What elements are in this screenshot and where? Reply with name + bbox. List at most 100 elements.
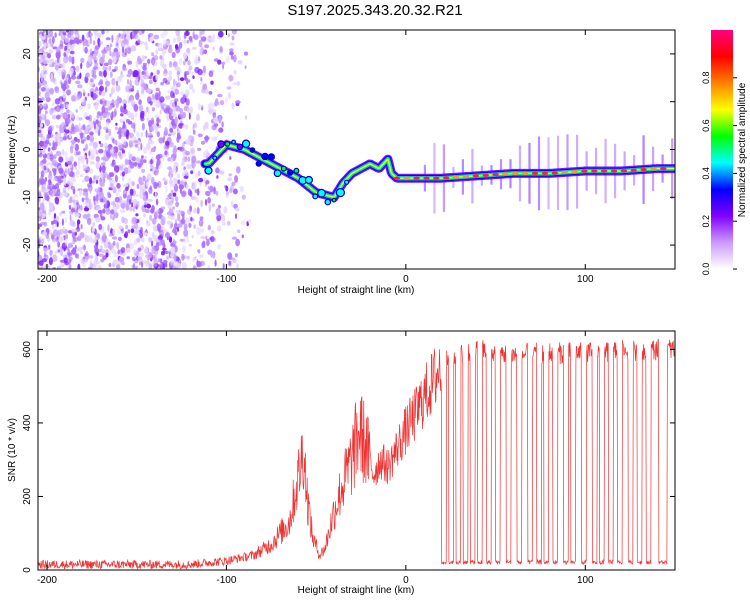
spectrogram-noise-blob (74, 235, 77, 243)
spectrogram-noise-blob (202, 124, 206, 131)
spectrogram-noise-blob (168, 236, 173, 243)
spectrogram-noise-blob (102, 53, 105, 60)
spectrogram-noise-blob (74, 213, 80, 217)
spectrogram-noise-blob (114, 165, 120, 173)
spectrogram-noise-blob (118, 33, 121, 38)
spectrogram-noise-blob (135, 42, 139, 46)
spectrogram-noise-blob (40, 74, 44, 82)
spectrogram-noise-blob (95, 150, 99, 155)
spectrogram-noise-blob (89, 186, 92, 195)
spectrogram-noise-blob (70, 208, 76, 213)
spectrogram-noise-blob (167, 157, 172, 162)
spectrogram-noise-blob (193, 207, 197, 214)
spectrogram-noise-blob (143, 155, 148, 160)
spectrogram-noise-blob (97, 32, 102, 39)
spectrogram-noise-blob (84, 253, 89, 257)
spectrogram-noise-blob (114, 174, 118, 183)
spectrogram-noise-blob (172, 92, 175, 99)
spectrogram-noise-blob (168, 200, 174, 206)
spectrogram-noise-blob (97, 248, 102, 253)
spectrogram-peak (502, 172, 509, 176)
spectrogram-noise-blob (82, 124, 86, 131)
spectrogram-noise-blob (116, 182, 121, 189)
spectrogram-noise-blob (55, 106, 60, 113)
spectrogram-noise-blob (76, 222, 80, 230)
spectrogram-noise-blob (114, 108, 117, 116)
x-tick-label: -200 (37, 274, 57, 285)
spectrogram-noise-blob (111, 69, 117, 72)
spectrogram-noise-blob (114, 152, 118, 157)
spectrogram-noise-blob (185, 30, 189, 36)
spectrogram-noise-blob (108, 262, 112, 268)
spectrogram-noise-blob (76, 40, 80, 45)
spectrogram-noise-blob (49, 128, 52, 134)
spectrogram-noise-blob (179, 77, 185, 82)
spectrogram-peak (551, 171, 558, 175)
spectrogram-noise-blob (112, 259, 118, 265)
spectrogram-noise-blob (129, 188, 134, 196)
spectrogram-noise-blob (118, 225, 123, 230)
spectrogram-ridge-blob (261, 152, 269, 161)
spectrogram-noise-blob (148, 120, 153, 128)
spectrogram-ridge-blob (286, 169, 294, 176)
spectrogram-noise-blob (236, 81, 241, 86)
spectrogram-noise-blob (163, 70, 167, 74)
spectrogram-noise-blob (149, 214, 153, 222)
spectrogram-peak (591, 169, 598, 173)
spectrogram-noise-blob (173, 145, 177, 150)
spectrogram-noise-blob (64, 50, 70, 54)
spectrogram-noise-blob (188, 86, 193, 90)
spectrogram-peak (640, 167, 647, 172)
spectrogram-noise-blob (77, 84, 83, 89)
spectrogram-noise-blob (122, 139, 126, 146)
spectrogram-noise-blob (191, 136, 195, 143)
spectrogram-noise-blob (89, 260, 93, 268)
spectrogram-noise-blob (180, 218, 186, 225)
spectrogram-noise-blob (67, 113, 71, 120)
spectrogram-noise-blob (87, 39, 91, 46)
spectrogram-noise-blob (145, 254, 151, 258)
spectrogram-noise-blob (90, 154, 95, 159)
spectrogram-noise-blob (213, 33, 216, 39)
spectrogram-noise-blob (212, 46, 215, 51)
spectrogram-noise-blob (166, 236, 169, 241)
spectrogram-noise-blob (217, 244, 222, 250)
spectrogram-noise-blob (117, 230, 122, 234)
spectrogram-noise-blob (63, 132, 68, 141)
spectrogram-noise-blob (103, 241, 109, 249)
spectrogram-noise-blob (44, 140, 50, 145)
spectrogram-noise-blob (172, 78, 176, 87)
spectrogram-noise-blob (64, 45, 68, 52)
spectrogram-noise-blob (98, 253, 105, 257)
spectrogram-noise-blob (60, 112, 66, 118)
spectrogram-noise-blob (239, 185, 244, 193)
spectrogram-noise-blob (120, 74, 125, 78)
spectrogram-noise-blob (200, 140, 206, 145)
spectrogram-noise-blob (134, 198, 137, 203)
spectrogram-noise-blob (58, 179, 64, 184)
spectrogram-ridge-blob (204, 166, 213, 175)
spectrogram-noise-blob (83, 147, 86, 152)
spectrogram-noise-blob (39, 222, 46, 226)
spectrogram-noise-blob (75, 80, 81, 85)
spectrogram-noise-blob (224, 97, 228, 104)
spectrogram-noise-blob (176, 70, 181, 75)
spectrogram-noise-blob (123, 103, 127, 110)
spectrogram-noise-blob (102, 173, 106, 180)
spectrogram-noise-blob (81, 157, 85, 165)
spectrogram-noise-blob (140, 112, 145, 119)
spectrogram-noise-blob (170, 259, 176, 266)
spectrogram-noise-blob (105, 37, 111, 41)
spectrogram-noise-blob (78, 164, 81, 170)
spectrogram-ridge-blob (217, 140, 225, 148)
spectrogram-noise-blob (231, 102, 235, 110)
spectrogram-noise-blob (190, 184, 196, 189)
spectrogram-noise-blob (183, 175, 189, 179)
spectrogram-noise-blob (40, 87, 46, 92)
spectrogram-noise-blob (174, 66, 180, 72)
spectrogram-peak (541, 171, 549, 175)
spectrogram-noise-blob (81, 197, 85, 202)
spectrogram-noise-blob (143, 159, 147, 164)
spectrogram-noise-blob (73, 161, 77, 167)
spectrogram-noise-blob (92, 54, 96, 62)
